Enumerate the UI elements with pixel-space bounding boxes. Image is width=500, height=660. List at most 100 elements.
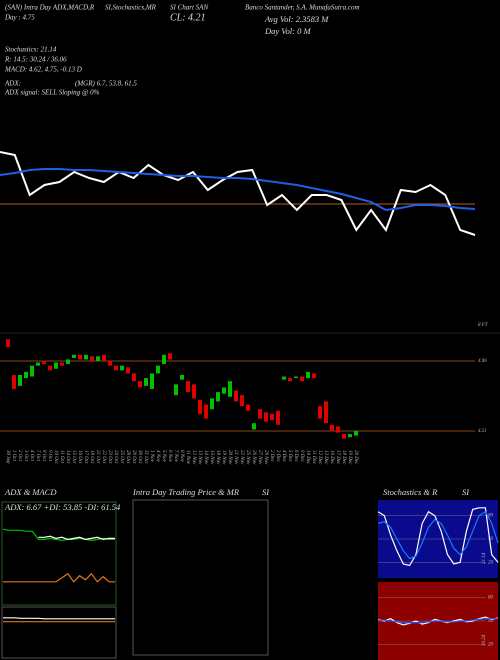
x-tick-label: 22 Oct [101, 450, 106, 464]
x-tick-label: 7 Nov [173, 450, 178, 463]
x-tick-label: 1 Nov [149, 450, 154, 463]
x-tick-label: 15 Nov [209, 450, 214, 465]
candle [234, 390, 238, 402]
series-line [377, 510, 499, 560]
adx-values: (MGR) 6.7, 53.8, 61.5 [75, 80, 137, 88]
candle [288, 378, 292, 382]
x-tick-label: 22 Nov [239, 450, 244, 465]
x-tick-label: 6 Nov [167, 450, 172, 463]
candle [108, 360, 112, 366]
series-line [2, 528, 115, 542]
panel-title: Intra Day Trading Price & MR [132, 487, 240, 497]
candle [186, 381, 190, 393]
x-tick-label: 11 Dec [311, 450, 316, 465]
candle [174, 384, 178, 396]
x-tick-label: 2 Dec [269, 450, 274, 463]
x-tick-label: 13 Nov [197, 450, 202, 465]
y-tick-label: 20 [488, 561, 494, 566]
candle [36, 362, 40, 366]
series-line [3, 617, 115, 620]
value-label: 21.14 [482, 552, 487, 564]
x-tick-label: 31 Oct [143, 450, 148, 464]
x-tick-label: 5 Nov [161, 450, 166, 463]
x-tick-label: 18 Dec [341, 450, 346, 465]
candle [132, 373, 136, 382]
candle [6, 339, 10, 347]
x-tick-label: 11 Oct [59, 450, 64, 464]
y-tick-label: 4.51 [478, 429, 487, 434]
stoch-text: Stochastics: 21.14 [5, 46, 57, 54]
x-tick-label: 17 Dec [335, 450, 340, 465]
x-tick-label: 25 Nov [245, 450, 250, 465]
candle [168, 353, 172, 360]
x-tick-label: 30 Oct [137, 450, 142, 464]
candle [150, 373, 154, 389]
candle [336, 426, 340, 433]
x-tick-label: 6 Dec [293, 450, 298, 463]
y-tick-label: 50 [488, 619, 494, 624]
candle [270, 413, 274, 421]
candle [198, 399, 202, 414]
series-line [377, 507, 499, 567]
candle [258, 409, 262, 419]
candle [354, 430, 358, 436]
y-tick-label: 80 [488, 514, 494, 519]
x-tick-label: 12 Dec [317, 450, 322, 465]
value-label: 30.24 [482, 634, 487, 646]
x-tick-label: 14 Oct [65, 450, 70, 464]
candle [156, 365, 160, 374]
rsi-text: R: 14.5: 30.24 / 36.06 [4, 56, 67, 64]
x-tick-label: 5 Dec [287, 450, 292, 463]
candle [252, 423, 256, 430]
x-tick-label: 23 Oct [107, 450, 112, 464]
candle [276, 410, 280, 425]
x-tick-label: 21 Nov [233, 450, 238, 465]
candle [306, 371, 310, 379]
candle [90, 356, 94, 361]
candle [42, 360, 46, 365]
macd-text: MACD: 4.62, 4.75, -0.13 D [4, 66, 82, 74]
candle [96, 356, 100, 361]
candle [120, 365, 124, 371]
y-tick-label: 4.96 [478, 359, 487, 364]
x-tick-label: 18 Nov [215, 450, 220, 465]
x-tick-label: 10 Oct [53, 450, 58, 464]
adx-text: ADX: [4, 80, 21, 88]
header-text: Banco Santander, S.A. MunafaSutra.com [245, 4, 360, 12]
x-tick-label: 2 Oct [17, 450, 22, 462]
x-tick-label: 7 Oct [35, 450, 40, 462]
candle [204, 404, 208, 419]
x-tick-label: 27 Nov [257, 450, 262, 465]
adx-signal: ADX signal: SELL Sloping @ 0% [4, 89, 100, 97]
x-tick-label: 12 Nov [191, 450, 196, 465]
candle [210, 398, 214, 410]
y-tick-label: 50 [488, 537, 494, 542]
x-tick-label: 26 Nov [251, 450, 256, 465]
candle [264, 412, 268, 422]
candle [222, 387, 226, 394]
y-tick-label: 20 [488, 643, 494, 648]
candle [60, 362, 64, 366]
candle [282, 376, 286, 380]
macd-frame [1, 606, 117, 659]
candle [84, 354, 88, 360]
candle [24, 371, 28, 379]
x-tick-label: 4 Dec [281, 450, 286, 463]
candle [180, 374, 184, 380]
candle [216, 392, 220, 402]
series-line [0, 151, 476, 236]
x-tick-label: 14 Nov [203, 450, 208, 465]
candle [144, 378, 148, 386]
candle [48, 365, 52, 371]
legend-text: ADX: 6.67 +DI: 53.85 -DI: 61.54 [4, 502, 121, 512]
x-tick-label: 13 Dec [323, 450, 328, 465]
x-tick-label: 11 Nov [185, 450, 190, 465]
x-tick-label: 3 Dec [275, 450, 280, 463]
candle [240, 395, 244, 407]
candle [318, 406, 322, 419]
x-tick-label: 4 Nov [155, 450, 160, 463]
panel-title: SI [262, 487, 270, 497]
adx-frame [1, 501, 117, 606]
